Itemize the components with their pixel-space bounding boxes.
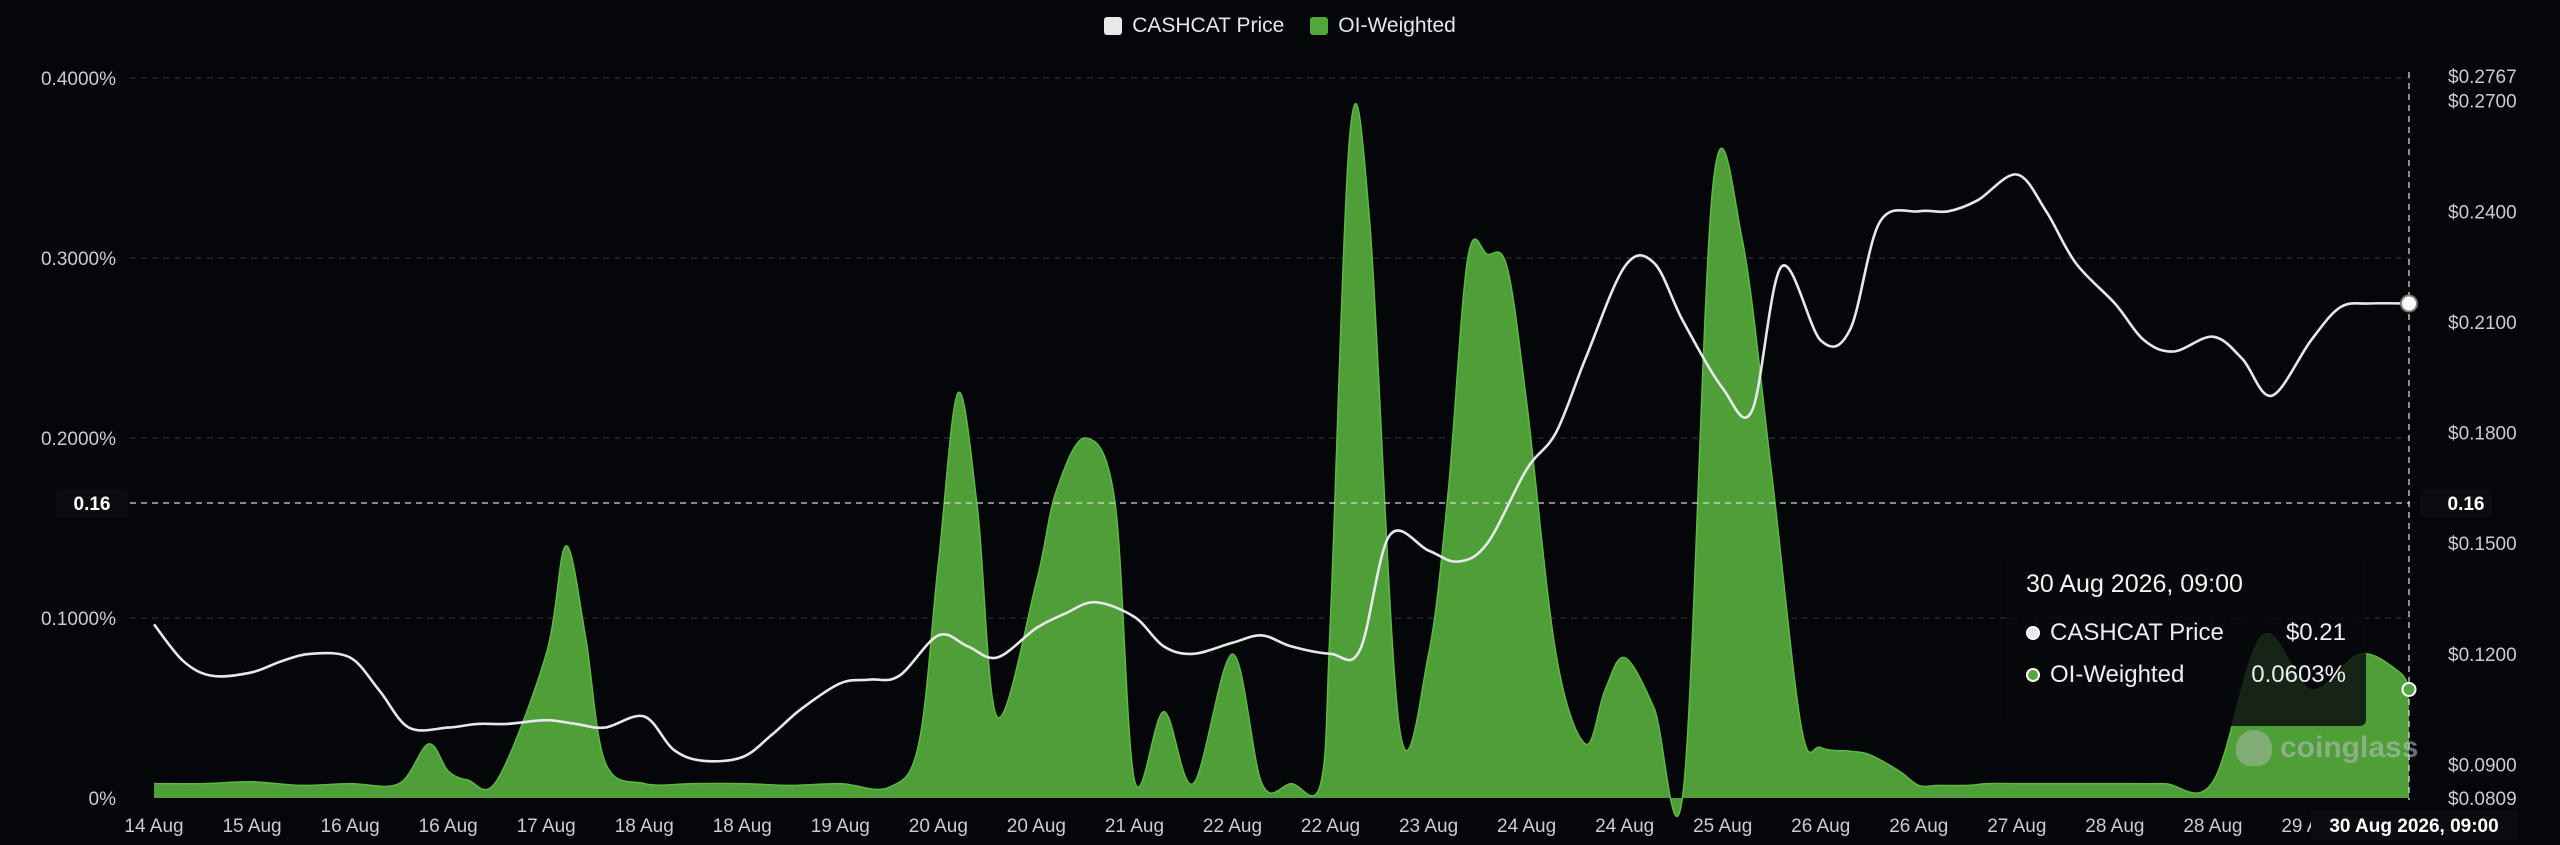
x-last-label-box	[2311, 810, 2517, 840]
y-left-tick-label: 0.2000%	[41, 429, 116, 450]
oi-hover-marker	[2401, 681, 2417, 697]
cashcat-price-line	[152, 173, 2410, 763]
crosshair-left-label-box	[56, 489, 128, 517]
y-right-tick-label: $0.1200	[2448, 645, 2517, 666]
tooltip-row-oi: OI-Weighted 0.0603%	[2026, 661, 2346, 689]
y-axis-left: 0% 0.1000% 0.2000% 0.3000% 0.4000%	[41, 69, 116, 810]
x-tick-label: 16 Aug	[419, 816, 478, 837]
legend-oi-label: OI-Weighted	[1338, 14, 1456, 37]
y-right-tick-label: $0.2700	[2448, 92, 2517, 113]
y-right-tick-label: $0.1500	[2448, 534, 2517, 555]
x-tick-label: 24 Aug	[1595, 816, 1654, 837]
tooltip-title: 30 Aug 2026, 09:00	[2026, 570, 2243, 598]
y-left-tick-label: 0.1000%	[41, 609, 116, 630]
legend-oi-swatch	[1310, 17, 1329, 35]
x-axis: 14 Aug 15 Aug 16 Aug 16 Aug 17 Aug 18 Aug 18 A…	[124, 810, 2517, 840]
x-tick-label: 18 Aug	[615, 816, 674, 837]
watermark: coinglass	[2236, 730, 2418, 766]
y-left-tick-label: 0.4000%	[41, 69, 116, 90]
coinglass-logo-icon	[2236, 730, 2272, 766]
x-tick-label: 16 Aug	[321, 816, 380, 837]
x-tick-label: 23 Aug	[1399, 816, 1458, 837]
tooltip-row-price: CASHCAT Price $0.21	[2026, 619, 2346, 647]
y-right-tick-label: $0.0809	[2448, 789, 2517, 810]
tooltip-oi-dot	[2026, 668, 2040, 682]
y-right-tick-label: $0.1800	[2448, 424, 2517, 445]
crosshair-left-label: 0.16	[74, 494, 111, 515]
x-tick-label: 26 Aug	[1889, 816, 1948, 837]
grid-layer	[130, 77, 2410, 619]
tooltip-oi-value: 0.0603%	[2251, 661, 2346, 688]
y-right-tick-label: $0.0900	[2448, 755, 2517, 776]
tooltip-price-dot	[2026, 626, 2040, 640]
x-tick-label: 19 Aug	[811, 816, 870, 837]
x-tick-label: 17 Aug	[517, 816, 576, 837]
x-tick-label: 18 Aug	[713, 816, 772, 837]
hover-markers	[2400, 294, 2418, 697]
x-tick-label: 28 Aug	[2085, 816, 2144, 837]
legend: CASHCAT Price OI-Weighted	[0, 14, 2560, 38]
tooltip-price-value: $0.21	[2285, 619, 2346, 646]
legend-price-swatch	[1104, 17, 1123, 35]
oi-area-layer	[153, 103, 2410, 818]
y-right-tick-label: $0.2100	[2448, 313, 2517, 334]
x-tick-label: 27 Aug	[1987, 816, 2046, 837]
x-tick-label: 20 Aug	[909, 816, 968, 837]
crosshair: 0.16 0.16	[56, 72, 2492, 800]
x-tick-label: 25 Aug	[1693, 816, 1752, 837]
price-line-layer	[152, 173, 2410, 763]
tooltip-oi-name: OI-Weighted	[2050, 661, 2185, 688]
x-tick-label: 22 Aug	[1203, 816, 1262, 837]
y-left-tick-label: 0%	[89, 789, 117, 810]
legend-item-oi[interactable]: OI-Weighted	[1310, 14, 1456, 38]
legend-item-price[interactable]: CASHCAT Price	[1104, 14, 1284, 38]
x-tick-label: 24 Aug	[1497, 816, 1556, 837]
x-tick-label: 30 Aug 2026, 09:00	[2329, 816, 2498, 837]
y-right-tick-label: $0.2400	[2448, 202, 2517, 223]
x-tick-label: 20 Aug	[1007, 816, 1066, 837]
legend-price-label: CASHCAT Price	[1132, 14, 1285, 37]
x-tick-label: 26 Aug	[1791, 816, 1850, 837]
tooltip-price-name: CASHCAT Price	[2050, 619, 2224, 646]
crosshair-right-label: 0.16	[2448, 494, 2485, 515]
tooltip: 30 Aug 2026, 09:00 CASHCAT Price $0.21 O…	[2006, 556, 2366, 726]
y-right-tick-label: $0.2767	[2448, 67, 2517, 88]
y-axis-right: $0.0809 $0.0900 $0.1200 $0.1500 $0.1800 $0.21…	[2448, 67, 2517, 810]
x-tick-label: 14 Aug	[124, 816, 183, 837]
oi-weighted-line	[153, 103, 2410, 818]
y-left-tick-label: 0.3000%	[41, 249, 116, 270]
x-tick-label: 15 Aug	[222, 816, 281, 837]
price-hover-marker	[2400, 294, 2418, 313]
x-tick-label: 21 Aug	[1105, 816, 1164, 837]
watermark-text: coinglass	[2280, 731, 2419, 764]
x-tick-label: 22 Aug	[1301, 816, 1360, 837]
crosshair-right-label-box	[2420, 489, 2492, 517]
x-tick-label: 28 Aug	[2183, 816, 2242, 837]
